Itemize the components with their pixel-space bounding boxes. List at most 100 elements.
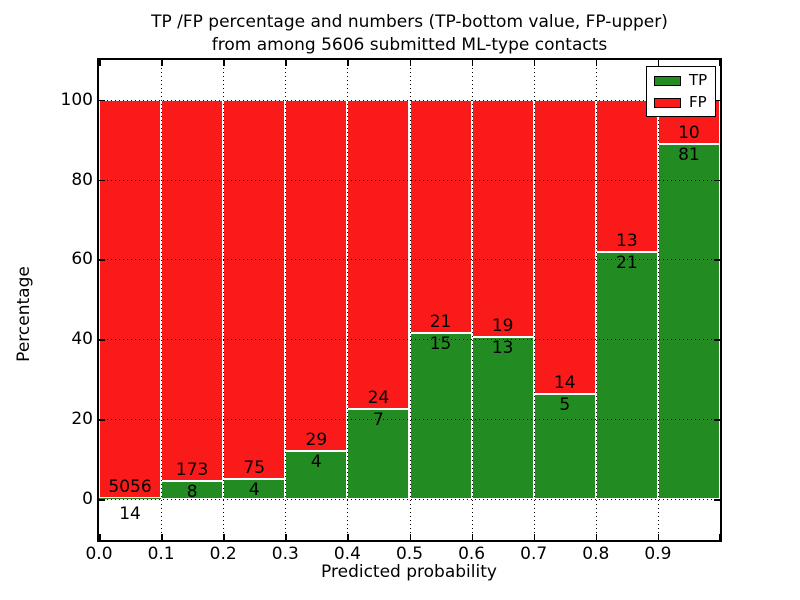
x-tick-label: 0.1: [147, 544, 175, 564]
y-tick-label: 80: [71, 169, 93, 190]
y-tick-label: 100: [60, 89, 93, 110]
bar-segment-tp: [347, 408, 410, 499]
bar-segment-tp: [99, 497, 162, 500]
x-tick-label: 0.2: [209, 544, 237, 564]
y-tick-mark: [99, 499, 105, 501]
y-tick-mark: [99, 179, 105, 182]
y-tick-mark: [714, 419, 720, 421]
y-tick-mark: [99, 259, 105, 261]
x-tick-mark: [223, 534, 225, 540]
chart-title: TP /FP percentage and numbers (TP-bottom…: [99, 11, 720, 57]
bar-segment-fp: [471, 100, 534, 337]
bar-segment-fp: [285, 100, 348, 451]
tp-count-label: 81: [678, 144, 700, 165]
bar-segment-fp: [223, 100, 286, 479]
bar-segment-tp: [533, 393, 596, 499]
y-tick-mark: [714, 499, 720, 501]
legend: TP FP: [646, 66, 717, 117]
x-tick-mark: [409, 60, 411, 66]
tp-count-label: 14: [119, 504, 141, 524]
gridline-vertical: [347, 60, 349, 540]
bar-segment-tp: [285, 450, 348, 499]
chart-title-line2: from among 5606 submitted ML-type contac…: [211, 35, 608, 55]
x-tick-label: 0.6: [458, 544, 486, 564]
gridline-vertical: [409, 60, 411, 540]
y-tick-label: 0: [82, 489, 93, 509]
legend-label: TP: [689, 71, 708, 89]
x-tick-mark: [99, 534, 101, 540]
tp-count-label: 21: [616, 253, 638, 274]
fp-count-label: 21: [429, 311, 452, 332]
y-tick-mark: [714, 339, 720, 341]
y-tick-mark: [99, 339, 105, 341]
gridline-vertical: [285, 60, 287, 540]
gridline-vertical: [161, 60, 163, 540]
x-tick-mark: [161, 60, 163, 66]
fp-count-label: 14: [553, 372, 576, 393]
x-tick-label: 0.7: [520, 544, 548, 564]
x-tick-mark: [595, 60, 598, 66]
y-axis-label: Percentage: [14, 266, 34, 362]
tp-count-label: 8: [186, 482, 198, 503]
gridline-vertical: [471, 60, 473, 540]
x-tick-mark: [161, 534, 163, 540]
bar-segment-fp: [347, 100, 410, 409]
tp-count-label: 7: [373, 409, 384, 430]
bar-segment-tp: [657, 143, 720, 499]
bar-segment-tp: [595, 252, 658, 499]
x-tick-label: 0.4: [333, 544, 361, 564]
legend-item: TP: [654, 72, 707, 89]
fp-count-label: 13: [616, 231, 638, 252]
x-tick-mark: [533, 60, 536, 66]
y-tick-label: 60: [71, 249, 93, 270]
y-tick-mark: [99, 99, 105, 102]
chart-title-line1: TP /FP percentage and numbers (TP-bottom…: [151, 12, 668, 32]
tp-count-label: 4: [310, 451, 322, 472]
legend-item: FP: [654, 94, 707, 111]
fp-count-label: 19: [491, 315, 514, 336]
plot-area: 5056 14 173 8 75 4 29 4 24 7 21 15 19 13 14 5 13 21 10 81: [97, 58, 722, 542]
legend-swatch-fp: [654, 97, 681, 108]
x-tick-label: 0.8: [582, 544, 610, 564]
x-tick-mark: [471, 60, 474, 66]
x-tick-mark: [223, 60, 225, 66]
fp-count-label: 10: [678, 122, 700, 143]
y-tick-label: 20: [71, 409, 93, 430]
x-tick-mark: [595, 534, 598, 540]
gridline-vertical: [533, 60, 535, 540]
x-tick-mark: [718, 534, 720, 540]
fp-count-label: 5056: [108, 476, 152, 497]
fp-count-label: 24: [367, 387, 390, 408]
y-tick-mark: [714, 259, 720, 261]
tp-count-label: 15: [429, 333, 452, 354]
x-tick-mark: [347, 60, 349, 66]
x-tick-mark: [285, 534, 287, 540]
x-tick-label: 0.5: [395, 544, 424, 564]
gridline-vertical: [223, 60, 225, 540]
x-tick-mark: [409, 534, 411, 540]
bar-segment-tp: [471, 336, 534, 499]
x-tick-label: 0.3: [271, 544, 299, 564]
fp-count-label: 75: [243, 457, 266, 478]
x-tick-label: 0.0: [85, 544, 113, 564]
x-tick-mark: [657, 60, 660, 66]
tp-count-label: 13: [491, 337, 514, 358]
tp-count-label: 5: [559, 394, 571, 415]
gridline-vertical: [657, 60, 659, 540]
bar-segment-fp: [595, 100, 658, 253]
x-tick-mark: [347, 534, 349, 540]
x-tick-mark: [471, 534, 474, 540]
gridline-vertical: [595, 60, 597, 540]
bar-segment-fp: [533, 100, 596, 394]
fp-count-label: 173: [175, 460, 209, 481]
x-tick-mark: [99, 60, 101, 66]
bar-segment-fp: [161, 100, 224, 482]
x-tick-label: 0.9: [644, 544, 672, 564]
bar-segment-tp: [409, 332, 472, 499]
bar-segment-fp: [99, 100, 162, 498]
y-tick-mark: [99, 419, 105, 421]
y-tick-label: 40: [71, 329, 93, 350]
x-tick-mark: [657, 534, 660, 540]
tp-count-label: 4: [248, 479, 260, 500]
